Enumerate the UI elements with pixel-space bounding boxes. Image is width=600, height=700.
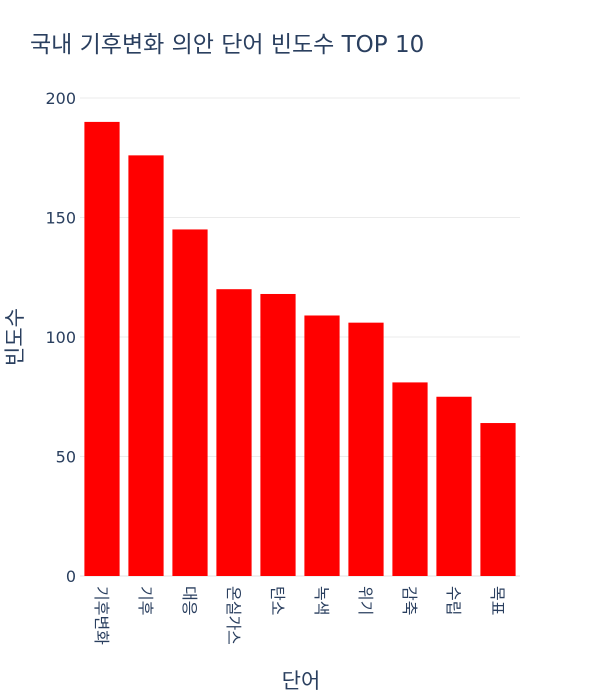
bar-3 [172, 229, 208, 576]
y-tick-label: 0 [66, 567, 76, 586]
x-tick-label: 목표 [488, 586, 507, 615]
x-tick-label: 수립 [444, 586, 463, 615]
y-axis-title: 빈도수 [3, 308, 27, 366]
chart-title: 국내 기후변화 의안 단어 빈도수 TOP 10 [30, 32, 424, 58]
x-tick-label: 위기 [356, 586, 375, 615]
y-tick-label: 150 [45, 209, 76, 228]
y-tick-label: 50 [56, 448, 76, 467]
bar-4 [216, 289, 252, 576]
y-axis-ticks: 0 50 100 150 200 [45, 89, 76, 586]
bars [84, 121, 516, 577]
bar-7 [348, 322, 384, 576]
x-tick-label: 감축 [400, 586, 419, 615]
y-tick-label: 100 [45, 328, 76, 347]
x-tick-label: 온실가스 [224, 586, 243, 645]
bar-1 [84, 121, 120, 577]
bar-10 [480, 423, 516, 576]
x-axis-title: 단어 [282, 669, 321, 693]
bar-5 [260, 293, 296, 576]
bar-2 [128, 155, 164, 577]
bar-9 [436, 396, 472, 576]
x-tick-label: 기후 [136, 586, 155, 615]
bar-8 [392, 382, 428, 576]
x-tick-label: 대응 [180, 586, 199, 615]
bar-6 [304, 315, 340, 576]
x-tick-label: 탄소 [268, 586, 287, 615]
x-tick-label: 기후변화 [92, 586, 111, 645]
x-tick-label: 녹색 [312, 586, 331, 615]
y-tick-label: 200 [45, 89, 76, 108]
x-axis-ticks: 기후변화 기후 대응 온실가스 탄소 녹색 위기 감축 수립 목표 [92, 586, 507, 645]
